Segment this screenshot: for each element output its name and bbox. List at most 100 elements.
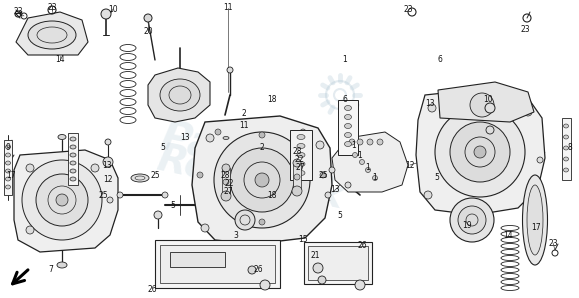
Circle shape	[424, 191, 432, 199]
Text: 5: 5	[435, 173, 439, 182]
Circle shape	[259, 219, 265, 225]
Ellipse shape	[5, 185, 10, 189]
Text: 5: 5	[171, 201, 175, 209]
Circle shape	[105, 139, 111, 145]
Ellipse shape	[70, 145, 76, 149]
Bar	[222, 168, 230, 196]
Text: 23: 23	[520, 26, 530, 35]
Polygon shape	[16, 12, 88, 55]
Circle shape	[117, 192, 123, 198]
Text: 13: 13	[180, 134, 190, 142]
Text: 20: 20	[143, 27, 153, 36]
Text: 19: 19	[462, 221, 472, 229]
Circle shape	[377, 139, 383, 145]
Circle shape	[372, 176, 378, 181]
Polygon shape	[332, 132, 408, 192]
Circle shape	[223, 179, 229, 185]
Circle shape	[201, 224, 209, 232]
Bar	[562, 118, 571, 180]
Circle shape	[294, 174, 300, 180]
Ellipse shape	[297, 134, 305, 139]
Polygon shape	[416, 88, 545, 215]
Polygon shape	[148, 68, 210, 122]
Bar	[304, 242, 372, 284]
Text: 7: 7	[49, 266, 53, 274]
Text: 10: 10	[108, 4, 118, 13]
Circle shape	[353, 153, 357, 158]
Circle shape	[300, 129, 306, 135]
Text: 14: 14	[55, 55, 65, 64]
Bar	[170, 252, 225, 267]
Circle shape	[486, 126, 494, 134]
Circle shape	[197, 172, 203, 178]
Text: 26: 26	[147, 285, 157, 294]
Text: 3: 3	[233, 230, 239, 240]
Ellipse shape	[5, 145, 10, 149]
Text: 12: 12	[103, 176, 113, 184]
Circle shape	[36, 174, 88, 226]
Text: 17: 17	[531, 224, 541, 232]
Ellipse shape	[345, 123, 351, 128]
Circle shape	[221, 191, 231, 201]
Text: 25: 25	[150, 170, 160, 179]
Ellipse shape	[70, 161, 76, 165]
Text: 2: 2	[241, 108, 247, 117]
Bar	[308, 246, 368, 280]
Ellipse shape	[131, 174, 149, 182]
Text: 27: 27	[223, 187, 233, 196]
Circle shape	[206, 134, 214, 142]
Polygon shape	[192, 116, 332, 244]
Circle shape	[458, 206, 486, 234]
Text: 25: 25	[98, 190, 108, 199]
Text: 1: 1	[343, 55, 347, 64]
Bar	[4, 140, 12, 195]
Text: 23: 23	[13, 7, 23, 16]
Circle shape	[255, 173, 269, 187]
Text: 23: 23	[403, 5, 413, 15]
Ellipse shape	[160, 79, 200, 111]
Ellipse shape	[70, 137, 76, 141]
Text: 23: 23	[47, 4, 57, 13]
Ellipse shape	[563, 146, 569, 150]
Circle shape	[222, 164, 230, 172]
Text: Republik: Republik	[153, 140, 347, 216]
Circle shape	[450, 97, 460, 107]
Circle shape	[292, 186, 302, 196]
Circle shape	[214, 132, 310, 228]
Circle shape	[349, 139, 355, 145]
Text: 6: 6	[343, 95, 347, 105]
Ellipse shape	[28, 21, 76, 49]
Text: 5: 5	[338, 210, 342, 220]
Circle shape	[259, 132, 265, 138]
Ellipse shape	[345, 133, 351, 137]
Circle shape	[154, 211, 162, 219]
Text: 10: 10	[483, 95, 493, 105]
Ellipse shape	[297, 144, 305, 148]
Circle shape	[485, 103, 495, 113]
Text: 22: 22	[294, 156, 304, 164]
Circle shape	[215, 129, 221, 135]
Text: 11: 11	[239, 120, 249, 130]
Bar	[155, 240, 280, 288]
Circle shape	[320, 172, 326, 178]
Ellipse shape	[297, 162, 305, 167]
Ellipse shape	[5, 169, 10, 173]
Text: 13: 13	[330, 185, 340, 195]
Circle shape	[260, 280, 270, 290]
Ellipse shape	[5, 161, 10, 165]
Ellipse shape	[5, 153, 10, 157]
Bar	[68, 133, 78, 185]
Circle shape	[365, 167, 371, 173]
Text: 28: 28	[220, 170, 230, 179]
Text: 13: 13	[102, 161, 112, 170]
Ellipse shape	[57, 262, 67, 268]
Circle shape	[230, 148, 294, 212]
Ellipse shape	[70, 153, 76, 157]
Bar	[338, 100, 358, 155]
Text: 9: 9	[6, 144, 10, 153]
Ellipse shape	[5, 177, 10, 181]
Text: 27: 27	[295, 164, 305, 173]
Circle shape	[22, 160, 102, 240]
Ellipse shape	[345, 105, 351, 111]
Text: 8: 8	[567, 144, 573, 153]
